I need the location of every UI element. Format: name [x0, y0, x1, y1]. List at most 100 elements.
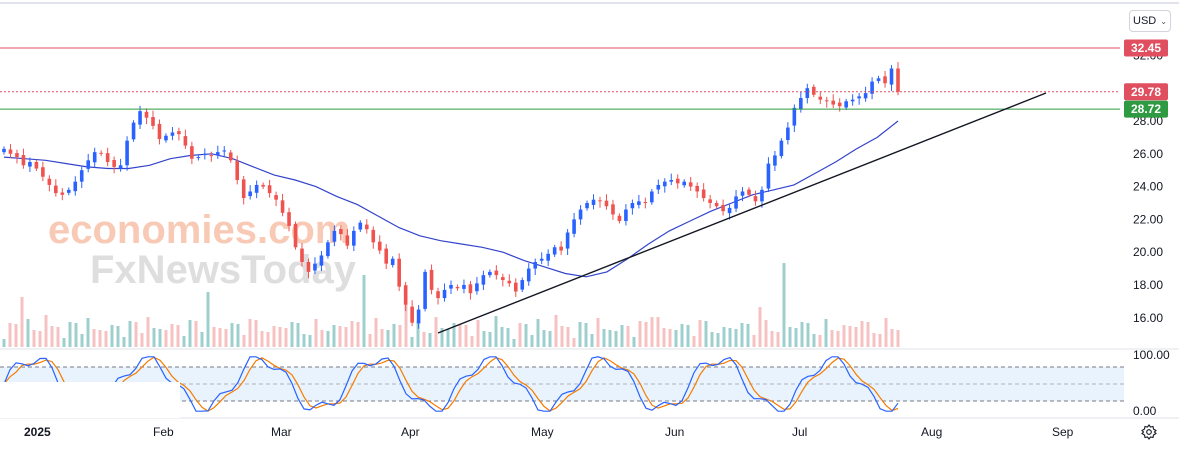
volume-bar — [752, 335, 756, 347]
candle-body — [799, 98, 803, 110]
candle-body — [468, 284, 473, 294]
candle-body — [190, 146, 194, 159]
candle-body — [41, 167, 45, 177]
candle-body — [416, 309, 421, 324]
volume-bar — [878, 334, 882, 347]
candle-body — [896, 68, 900, 92]
candle-body — [811, 86, 816, 95]
volume-bar — [392, 324, 396, 347]
candle-body — [371, 229, 376, 243]
volume-bar — [746, 324, 750, 347]
trendline[interactable] — [437, 92, 1047, 334]
candle-body — [462, 284, 466, 289]
volume-bar — [20, 297, 24, 347]
candle-body — [850, 99, 855, 102]
settings-gear-icon[interactable] — [1141, 424, 1157, 440]
volume-bar — [776, 332, 780, 347]
candle-body — [183, 136, 188, 146]
volume-bar — [200, 332, 204, 347]
volume-bar — [80, 334, 84, 347]
candle-body — [254, 184, 259, 193]
candle-body — [112, 160, 116, 167]
candle-body — [54, 185, 58, 194]
candle-body — [565, 232, 570, 249]
candle-body — [429, 269, 434, 290]
candle-body — [650, 191, 654, 203]
time-label-mar: Mar — [271, 425, 292, 439]
volume-bar — [824, 319, 828, 347]
volume-bar — [656, 317, 660, 347]
candle-body — [870, 81, 874, 94]
volume-bar — [14, 324, 18, 347]
volume-bar — [812, 334, 816, 347]
candle-body — [215, 152, 220, 156]
candle-body — [766, 163, 771, 189]
volume-bar — [440, 328, 444, 347]
candle-body — [455, 286, 460, 289]
volume-bar — [884, 318, 888, 347]
candle-body — [488, 271, 492, 276]
candle-body — [675, 178, 680, 184]
candle-body — [248, 191, 252, 197]
candle-body — [196, 157, 201, 159]
volume-bar — [254, 320, 258, 347]
volume-bar — [764, 320, 768, 347]
osc-axis-100: 100.00 — [1133, 348, 1170, 362]
volume-bar — [236, 324, 240, 347]
volume-bar — [212, 327, 216, 347]
candle-body — [740, 191, 745, 196]
currency-selector[interactable]: USD ⌄ — [1129, 10, 1171, 32]
candle-body — [617, 215, 622, 222]
candle-body — [436, 291, 440, 299]
volume-bar — [188, 320, 192, 347]
candle-body — [779, 140, 784, 157]
candle-body — [598, 200, 602, 202]
volume-bar — [818, 335, 822, 347]
candle-body — [643, 201, 648, 203]
candle-body — [708, 199, 712, 203]
candle-body — [228, 152, 233, 161]
volume-bar — [332, 325, 336, 347]
candle-body — [287, 212, 291, 226]
volume-bar — [518, 323, 522, 347]
volume-bar — [266, 332, 270, 347]
volume-bar — [26, 319, 30, 347]
volume-bar — [152, 328, 156, 347]
volume-bar — [32, 330, 36, 347]
svg-text:29.78: 29.78 — [1131, 85, 1161, 99]
candle-body — [235, 160, 240, 181]
volume-bar — [68, 322, 72, 347]
volume-bar — [164, 330, 168, 347]
volume-bar — [770, 331, 774, 347]
volume-bar — [470, 336, 474, 347]
candle-body — [695, 185, 699, 192]
candle-body — [274, 195, 278, 200]
volume-bar — [842, 325, 846, 347]
volume-bar — [404, 285, 408, 347]
candle-body — [423, 271, 427, 309]
candle-body — [585, 202, 589, 209]
candle-body — [552, 247, 557, 255]
volume-bar — [728, 328, 732, 347]
candle-body — [559, 246, 563, 251]
volume-bar — [866, 322, 870, 347]
volume-bar — [554, 315, 558, 347]
volume-bar — [488, 332, 492, 347]
volume-bar — [380, 329, 384, 347]
candle-body — [203, 153, 207, 156]
candle-body — [539, 258, 544, 261]
candle-body — [494, 270, 499, 276]
candle-body — [384, 248, 389, 264]
candle-body — [313, 263, 317, 271]
candle-body — [721, 204, 725, 212]
candle-body — [364, 224, 369, 230]
candle-body — [734, 196, 738, 209]
candle-body — [66, 189, 71, 193]
candle-body — [21, 155, 26, 166]
volume-bar — [38, 331, 42, 347]
time-label-apr: Apr — [401, 425, 420, 439]
volume-bar — [860, 321, 864, 347]
volume-bar — [590, 334, 594, 347]
volume-bar — [284, 328, 288, 347]
